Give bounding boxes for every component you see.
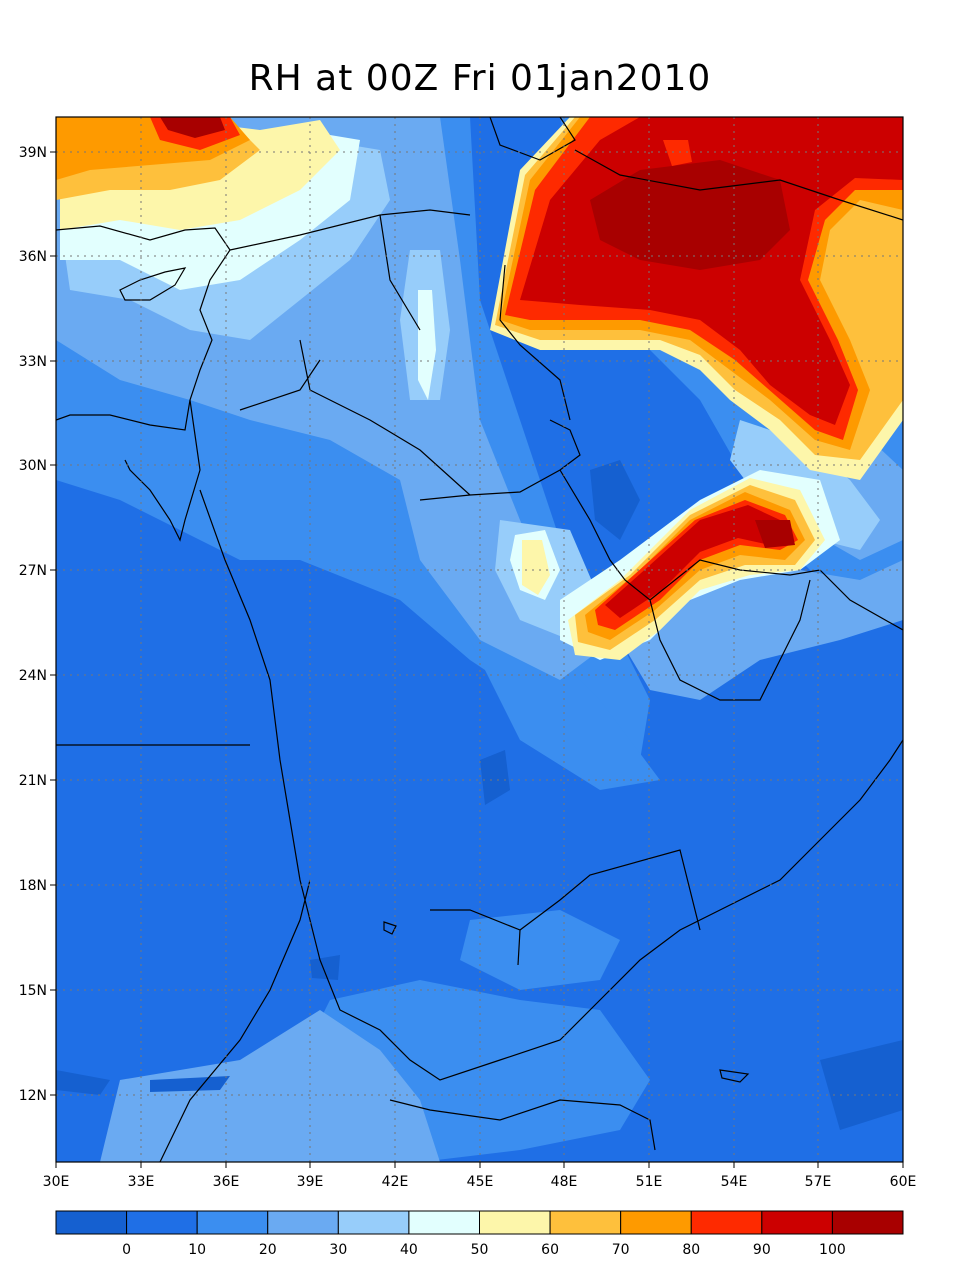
colorbar-swatch: [55, 1210, 128, 1235]
colorbar-label: 0: [122, 1242, 131, 1258]
lon-label-60e: 60E: [890, 1174, 917, 1190]
lon-label-42e: 42E: [382, 1174, 409, 1190]
lat-label-12n: 12N: [19, 1088, 47, 1104]
lon-label-51e: 51E: [636, 1174, 663, 1190]
colorbar-swatch: [549, 1210, 622, 1235]
lat-label-30n: 30N: [19, 458, 47, 474]
colorbar-label: 10: [188, 1242, 206, 1258]
lat-label-18n: 18N: [19, 878, 47, 894]
lat-label-36n: 36N: [19, 249, 47, 265]
colorbar-swatch: [267, 1210, 339, 1235]
lon-label-30e: 30E: [43, 1174, 70, 1190]
lat-label-21n: 21N: [19, 773, 47, 789]
colorbar-swatch: [126, 1210, 198, 1235]
colorbar-label: 20: [259, 1242, 277, 1258]
lon-label-45e: 45E: [467, 1174, 494, 1190]
lon-label-39e: 39E: [297, 1174, 324, 1190]
colorbar-swatch: [479, 1210, 551, 1235]
colorbar-label: 70: [612, 1242, 630, 1258]
colorbar-swatch: [196, 1210, 269, 1235]
lat-label-39n: 39N: [19, 145, 47, 161]
colorbar: 0 10 20 30 40 50 60 70 80 90 100: [55, 1210, 904, 1258]
colorbar-label: 40: [400, 1242, 418, 1258]
colorbar-swatch: [690, 1210, 763, 1235]
colorbar-label: 80: [682, 1242, 700, 1258]
axis-ticks: [50, 151, 904, 1168]
colorbar-swatch: [337, 1210, 410, 1235]
lon-labels: 30E 33E 36E 39E 42E 45E 48E 51E 54E 57E …: [43, 1174, 917, 1190]
colorbar-label: 90: [753, 1242, 771, 1258]
colorbar-swatch: [831, 1210, 904, 1235]
coastlines: [56, 117, 903, 1162]
colorbar-swatch: [408, 1210, 480, 1235]
colorbar-label: 60: [541, 1242, 559, 1258]
lon-label-36e: 36E: [213, 1174, 240, 1190]
lon-label-54e: 54E: [721, 1174, 748, 1190]
lon-label-57e: 57E: [805, 1174, 832, 1190]
colorbar-label: 30: [329, 1242, 347, 1258]
lat-labels: 12N 15N 18N 21N 24N 27N 30N 33N 36N 39N: [19, 145, 47, 1104]
lon-label-48e: 48E: [551, 1174, 578, 1190]
rh-field: [56, 117, 903, 1162]
lat-label-27n: 27N: [19, 563, 47, 579]
lon-label-33e: 33E: [128, 1174, 155, 1190]
lat-label-33n: 33N: [19, 354, 47, 370]
lat-label-15n: 15N: [19, 983, 47, 999]
colorbar-label: 50: [471, 1242, 489, 1258]
map-title: RH at 00Z Fri 01jan2010: [248, 58, 712, 99]
colorbar-swatch: [620, 1210, 692, 1235]
lat-label-24n: 24N: [19, 668, 47, 684]
colorbar-label: 100: [819, 1242, 846, 1258]
gridlines: [56, 117, 903, 1162]
colorbar-swatch: [761, 1210, 833, 1235]
